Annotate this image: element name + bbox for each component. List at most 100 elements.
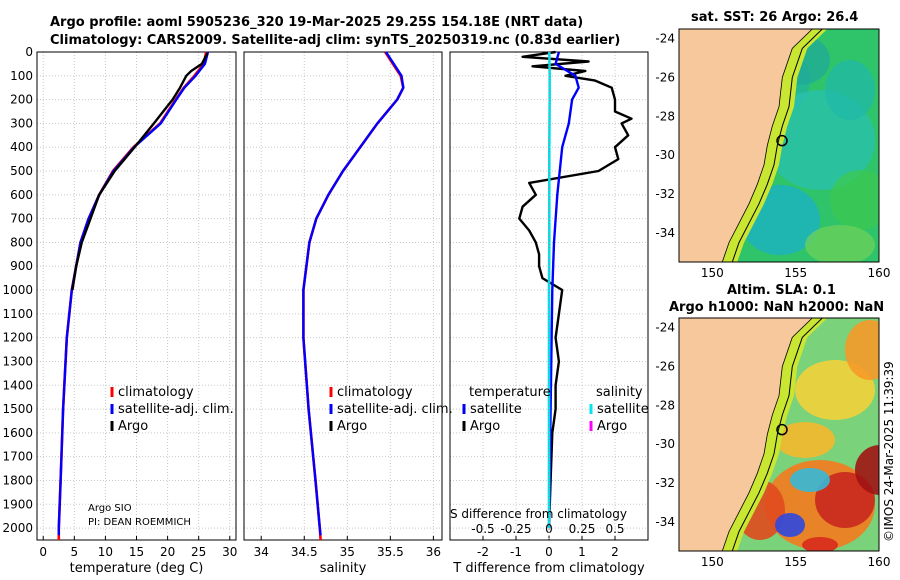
y-tick-label: 900 [10, 259, 33, 273]
y-tick-label: 1600 [2, 426, 33, 440]
series-line-t-satellite [547, 51, 580, 529]
sla-patch [845, 320, 879, 380]
y-tick-label: 300 [10, 116, 33, 130]
x-tick-label: 35 [340, 545, 355, 559]
legend-climatology-label: climatology [118, 385, 194, 400]
x-tick-label: -2 [477, 545, 489, 559]
x-tick-label: 0 [545, 545, 553, 559]
y-tick-label: 1900 [2, 497, 33, 511]
y-tick-label: 1000 [2, 283, 33, 297]
legend-satellite-label: satellite-adj. clim. [337, 402, 453, 417]
lat-tick-label: -24 [655, 32, 675, 46]
series-line-climatology [302, 51, 405, 541]
series-line-satellite-adj-clim- [57, 51, 210, 536]
x-tick-label: 0 [39, 545, 47, 559]
legend-t-argo-label: Argo [470, 419, 500, 434]
x-axis-label: salinity [320, 561, 367, 576]
y-tick-label: 100 [10, 69, 33, 83]
x-tick-label: 2 [611, 545, 619, 559]
s-diff-tick-label: 0.5 [605, 522, 624, 536]
lon-tick-label: 155 [784, 266, 807, 280]
diff-legend: temperature satellite Argo salinity sate… [462, 385, 649, 434]
figure-title-line1: Argo profile: aoml 5905236_320 19-Mar-20… [50, 15, 584, 30]
s-diff-tick-label: -0.25 [500, 522, 531, 536]
series-line-satellite-adj-clim- [302, 51, 405, 536]
y-tick-label: 0 [25, 45, 33, 59]
lat-tick-label: -32 [655, 476, 675, 490]
land [679, 29, 813, 262]
series-line-t-argo [518, 50, 633, 529]
legend-climatology-label: climatology [337, 385, 413, 400]
x-tick-label: 35.5 [377, 545, 404, 559]
y-tick-label: 1800 [2, 473, 33, 487]
coastline [721, 318, 813, 551]
sla-map: 150 155 160 -24 -26 -28 -30 -32 -34 [655, 317, 891, 569]
sla-patch [775, 513, 805, 537]
map-bottom-title-line2: Argo h1000: NaN h2000: NaN [669, 300, 885, 315]
s-diff-tick-label: -0.5 [471, 522, 494, 536]
x-tick-label: 5 [70, 545, 78, 559]
legend-s-satellite-label: satellite [597, 402, 649, 417]
depth-contour [731, 318, 823, 551]
x-axis-label: temperature (deg C) [70, 561, 204, 576]
sst-patch [825, 60, 875, 120]
coastline [721, 29, 813, 262]
lon-tick-label: 150 [701, 555, 724, 569]
legend-argo-label: Argo [337, 419, 367, 434]
x-tick-label: 20 [160, 545, 175, 559]
lat-tick-label: -34 [655, 515, 675, 529]
x-axis-label: T difference from climatology [452, 561, 645, 576]
lat-tick-label: -28 [655, 398, 675, 412]
float-position-marker [776, 423, 788, 436]
x-tick-label: 15 [129, 545, 144, 559]
sla-patch [775, 422, 835, 458]
series-line-argo [71, 52, 209, 291]
x-tick-label: 34.5 [291, 545, 318, 559]
y-tick-label: 700 [10, 212, 33, 226]
map-bottom-title-line1: Altim. SLA: 0.1 [727, 283, 836, 298]
lat-tick-label: -26 [655, 360, 675, 374]
lon-tick-label: 150 [701, 266, 724, 280]
x-tick-label: -1 [510, 545, 522, 559]
sla-patch [855, 445, 879, 495]
sal-legend: climatology satellite-adj. clim. Argo [329, 385, 453, 434]
y-tick-label: 1400 [2, 378, 33, 392]
map-frame [678, 28, 880, 263]
series-line-s-satellite [547, 51, 552, 529]
argo-note-institution: Argo SIO [88, 503, 132, 514]
depth-contour [731, 29, 823, 262]
y-tick-label: 1700 [2, 450, 33, 464]
series-line-climatology [57, 51, 208, 540]
y-tick-label: 2000 [2, 521, 33, 535]
legend-temperature-header: temperature [469, 385, 551, 400]
legend-t-satellite-label: satellite [470, 402, 522, 417]
map-top-title: sat. SST: 26 Argo: 26.4 [691, 10, 859, 25]
sla-patch [790, 468, 830, 492]
y-tick-label: 1200 [2, 331, 33, 345]
y-tick-label: 500 [10, 164, 33, 178]
lat-tick-label: -30 [655, 437, 675, 451]
y-tick-label: 200 [10, 93, 33, 107]
legend-argo-label: Argo [118, 419, 148, 434]
s-diff-axis-label: S difference from climatology [450, 507, 627, 521]
legend-s-argo-label: Argo [597, 419, 627, 434]
plot-frame [243, 51, 443, 541]
sla-patch [802, 537, 838, 551]
sla-patch [795, 360, 875, 420]
lat-tick-label: -24 [655, 321, 675, 335]
lat-tick-label: -28 [655, 109, 675, 123]
x-tick-label: 36 [426, 545, 441, 559]
land [679, 318, 813, 551]
profile-panel-3: -2 -1 0 1 2 T difference from climatology -0.5… [449, 50, 649, 576]
lon-tick-label: 160 [868, 555, 891, 569]
float-position-marker [776, 134, 788, 147]
y-tick-label: 1500 [2, 402, 33, 416]
profile-panel-2: 34 34.5 35 35.5 36 salinity [243, 51, 443, 576]
temp-legend: climatology satellite-adj. clim. Argo [110, 385, 234, 434]
profile-panel-1: 0 5 10 15 20 25 30 temperature (deg C) 0 100 200 30… [2, 45, 237, 576]
y-tick-label: 1100 [2, 307, 33, 321]
lon-tick-label: 155 [784, 555, 807, 569]
sst-patch [805, 225, 875, 262]
lon-tick-label: 160 [868, 266, 891, 280]
